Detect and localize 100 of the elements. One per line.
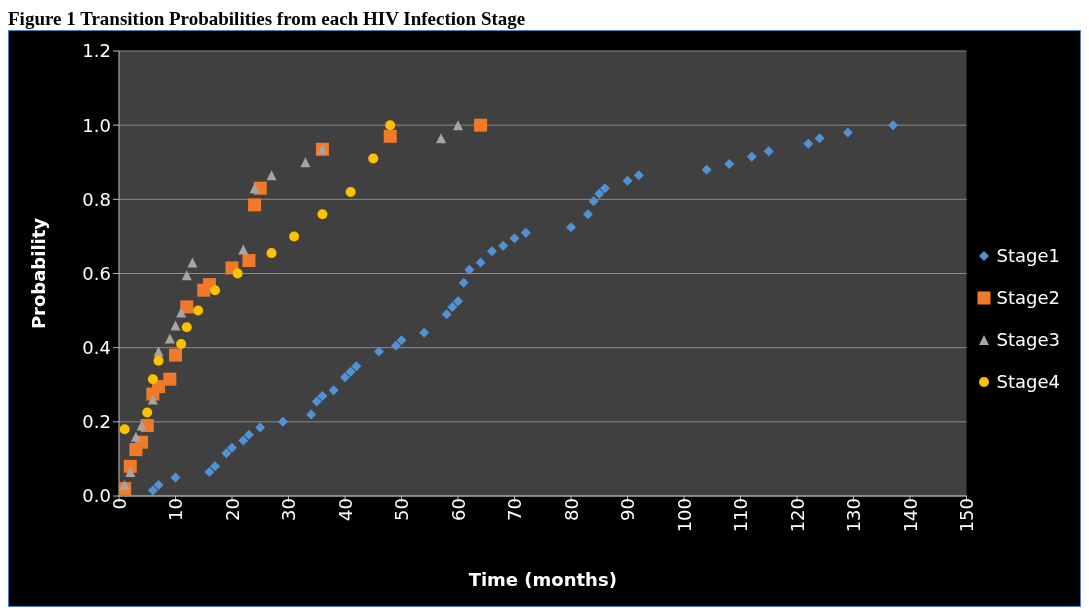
- y-tick-label: 0.6: [82, 262, 111, 284]
- point: [248, 198, 262, 212]
- point: [345, 366, 356, 377]
- x-tick-label: 50: [391, 498, 413, 521]
- point: [701, 164, 712, 175]
- point: [306, 409, 317, 420]
- point: [311, 396, 322, 407]
- y-tick-label: 0.0: [82, 485, 111, 507]
- point: [210, 461, 221, 472]
- point: [486, 246, 497, 257]
- y-axis-title: Probability: [28, 217, 50, 330]
- point: [300, 157, 311, 168]
- y-tick-label: 0.8: [82, 188, 111, 210]
- point: [136, 420, 147, 431]
- point: [441, 309, 452, 320]
- point: [243, 429, 254, 440]
- point: [187, 257, 198, 268]
- point: [763, 146, 774, 157]
- chart-title: Figure 1 Transition Probabilities from each HIV Infection Stage: [8, 8, 527, 30]
- point: [277, 416, 288, 427]
- point: [582, 209, 593, 220]
- point: [340, 372, 351, 383]
- point: [368, 153, 379, 164]
- point: [210, 285, 221, 296]
- point: [266, 248, 277, 259]
- point: [383, 129, 397, 143]
- point: [317, 390, 328, 401]
- point: [447, 301, 458, 312]
- y-tick-label: 1.2: [82, 40, 111, 62]
- point: [317, 209, 328, 220]
- x-axis-title: Time (months): [468, 569, 617, 590]
- y-tick-label: 0.4: [82, 337, 111, 359]
- point: [509, 233, 520, 244]
- x-tick-label: 30: [278, 498, 300, 521]
- legend-label: Stage2: [996, 285, 1060, 310]
- point: [599, 183, 610, 194]
- legend-label: Stage1: [996, 243, 1060, 268]
- point: [498, 240, 509, 251]
- point: [153, 479, 164, 490]
- y-tick-label: 1.0: [82, 114, 111, 136]
- point: [520, 227, 531, 238]
- point: [147, 374, 158, 385]
- point: [396, 335, 407, 346]
- point: [153, 346, 164, 357]
- point: [169, 348, 182, 362]
- x-tick-label: 60: [447, 498, 469, 521]
- x-tick-label: 70: [504, 498, 526, 521]
- x-tick-label: 110: [730, 498, 752, 533]
- point: [238, 435, 249, 446]
- point: [390, 340, 401, 351]
- x-tick-label: 10: [165, 498, 187, 521]
- point: [345, 186, 356, 197]
- point: [464, 264, 475, 275]
- legend-label: Stage3: [996, 327, 1060, 352]
- point: [176, 307, 187, 318]
- point: [142, 407, 153, 418]
- point: [373, 346, 384, 357]
- point: [176, 338, 187, 349]
- point: [193, 305, 204, 316]
- point: [453, 296, 464, 307]
- point: [180, 300, 194, 314]
- point: [888, 120, 899, 131]
- point: [475, 257, 486, 268]
- point: [238, 244, 249, 255]
- point: [436, 133, 447, 144]
- point: [328, 385, 339, 396]
- point: [724, 159, 735, 170]
- point: [385, 120, 396, 131]
- point: [566, 222, 577, 233]
- point: [147, 394, 158, 405]
- point: [458, 277, 469, 288]
- point: [474, 118, 488, 132]
- point: [588, 196, 599, 207]
- x-tick-label: 90: [617, 498, 639, 521]
- point: [622, 175, 633, 186]
- point: [419, 327, 430, 338]
- point: [746, 151, 757, 162]
- point: [153, 355, 164, 366]
- x-tick-label: 130: [843, 498, 865, 533]
- point: [227, 442, 237, 453]
- point: [232, 268, 243, 279]
- point: [594, 188, 605, 199]
- x-tick-label: 100: [673, 498, 695, 533]
- x-tick-label: 150: [956, 498, 978, 533]
- x-tick-label: 40: [334, 498, 356, 521]
- point: [125, 466, 136, 477]
- legend-label: Stage4: [996, 369, 1060, 394]
- point: [119, 479, 130, 490]
- point: [170, 320, 181, 331]
- point: [221, 448, 232, 459]
- point: [181, 270, 192, 281]
- point: [255, 422, 266, 433]
- x-tick-label: 20: [221, 498, 243, 521]
- y-tick-label: 0.2: [82, 411, 111, 433]
- point: [204, 466, 215, 477]
- point: [170, 472, 181, 483]
- point: [803, 138, 814, 149]
- x-tick-label: 120: [786, 498, 808, 533]
- x-tick-label: 80: [560, 498, 582, 521]
- point: [242, 254, 256, 268]
